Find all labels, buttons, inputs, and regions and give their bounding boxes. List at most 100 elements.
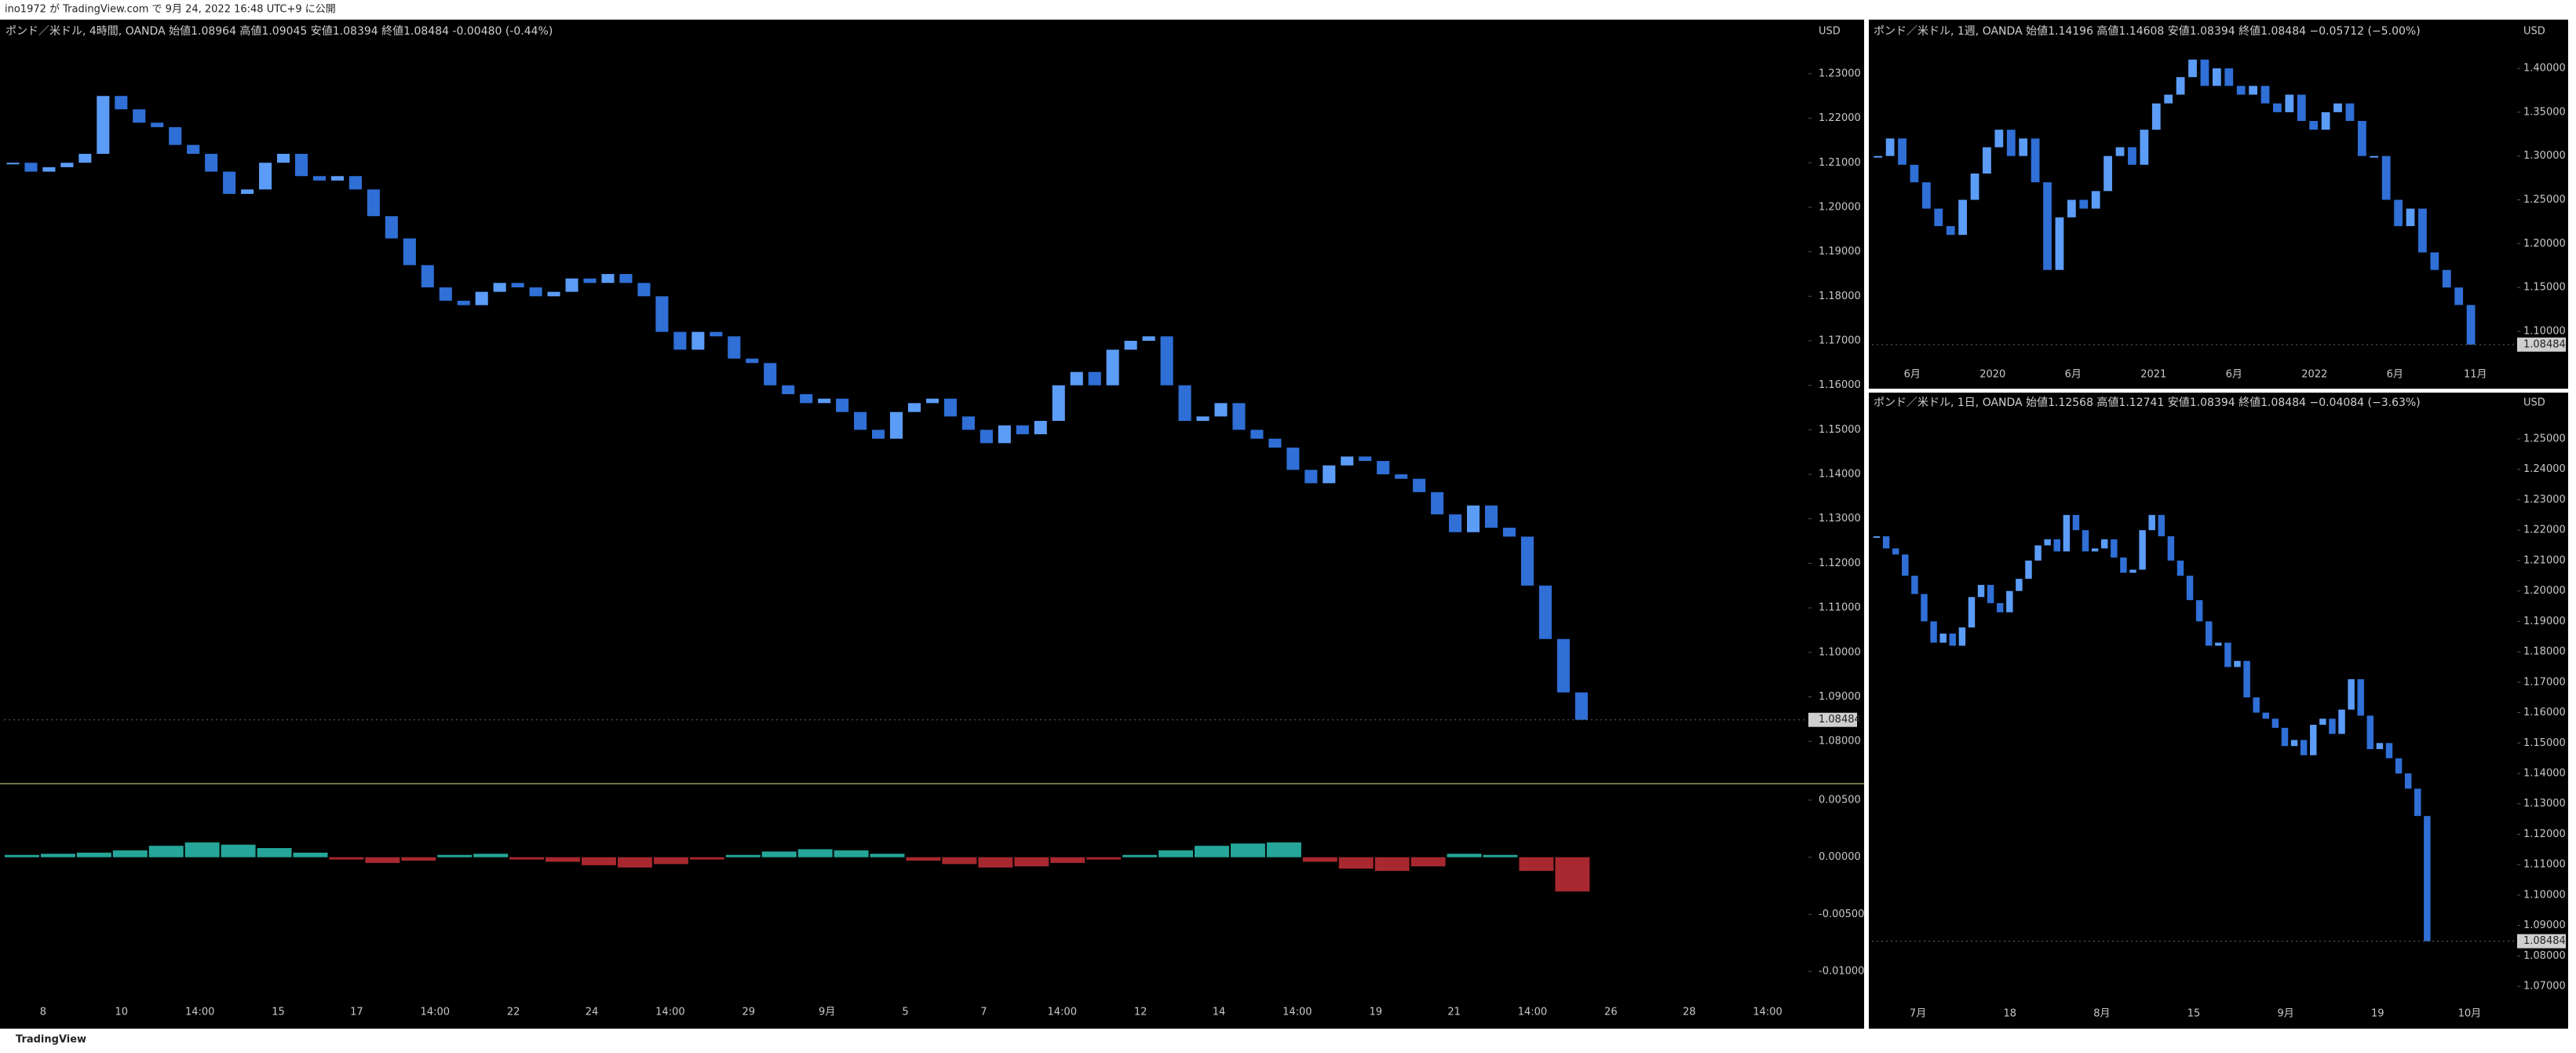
candle: [1898, 138, 1906, 165]
candle: [998, 425, 1011, 444]
x-tick-label: 15: [2187, 1008, 2201, 1020]
candle: [1994, 130, 2004, 148]
candle: [1574, 692, 1588, 720]
candle: [205, 153, 218, 172]
y-tick-label: 1.16000: [2523, 707, 2566, 718]
y-tick-label: 1.10000: [1819, 646, 1861, 658]
x-tick-label: 11月: [2464, 369, 2487, 381]
candle: [2164, 94, 2173, 104]
macd-bar: [1266, 842, 1301, 857]
macd-bar: [1555, 857, 1590, 892]
candle: [1359, 456, 1372, 462]
candle: [925, 398, 939, 404]
x-tick-label: 14:00: [1048, 1007, 1077, 1018]
macd-bar: [582, 857, 616, 865]
candle: [728, 336, 741, 359]
header: ino1972 が TradingView.com で 9月 24, 2022 …: [5, 4, 336, 16]
macd-bar: [184, 842, 220, 857]
candle: [872, 430, 885, 439]
candle: [800, 394, 813, 404]
y-tick-label: 1.13000: [2523, 798, 2566, 810]
candle: [1902, 554, 1909, 576]
macd-bar: [1050, 857, 1085, 863]
macd-bar: [653, 857, 688, 865]
x-tick-label: 14:00: [655, 1007, 684, 1018]
daily-panel: [1869, 393, 2568, 1029]
macd-bar: [545, 857, 581, 862]
candle: [1949, 633, 1957, 646]
candle: [1874, 155, 1883, 158]
x-tick-label: 21: [1447, 1007, 1461, 1018]
y-tick-label: 1.40000: [2523, 63, 2566, 75]
candle: [1286, 448, 1300, 470]
macd-y-tick-label: -0.01000: [1819, 966, 1864, 978]
macd-bar: [473, 854, 509, 857]
macd-bar: [1014, 857, 1049, 867]
candle: [2067, 199, 2076, 218]
y-tick-label: 1.21000: [1819, 157, 1861, 169]
macd-bar: [40, 854, 75, 857]
panel-title: ポンド／米ドル, 1週, OANDA 始値1.14196 高値1.14608 安…: [1874, 24, 2421, 38]
x-tick-label: 7: [980, 1007, 987, 1018]
candle: [746, 358, 759, 364]
x-tick-label: 28: [1683, 1007, 1696, 1018]
candle: [2300, 740, 2308, 755]
macd-bar: [365, 857, 400, 863]
candle: [2253, 697, 2260, 713]
y-tick-label: 1.22000: [2523, 525, 2566, 536]
x-tick-label: 6月: [2387, 369, 2403, 381]
candle: [1449, 514, 1462, 532]
candle: [169, 126, 182, 145]
candle: [2158, 514, 2166, 536]
candle: [1520, 536, 1534, 586]
candle: [1070, 371, 1083, 386]
candle: [2236, 86, 2246, 95]
candle: [493, 283, 506, 292]
candle: [2016, 579, 2023, 591]
panel-title: ポンド／米ドル, 1日, OANDA 始値1.12568 高値1.12741 安…: [1874, 396, 2421, 409]
y-tick-label: 1.08000: [1819, 736, 1861, 748]
y-tick-label: 1.23000: [2523, 494, 2566, 506]
candle: [97, 96, 110, 154]
x-tick-label: 26: [1604, 1007, 1618, 1018]
candle: [2103, 155, 2113, 192]
candle: [2319, 718, 2326, 726]
y-tick-label: 1.25000: [2523, 194, 2566, 206]
candle: [2243, 660, 2250, 698]
candle: [439, 287, 452, 301]
candle: [2111, 539, 2118, 558]
macd-bar: [978, 857, 1013, 868]
candle: [601, 273, 615, 283]
candle: [312, 176, 327, 181]
candle: [1088, 371, 1101, 386]
candle: [187, 144, 200, 154]
macd-bar: [221, 844, 256, 857]
macd-bar: [1447, 854, 1482, 857]
macd-bar: [942, 857, 977, 865]
candle: [1484, 505, 1498, 528]
candle: [2053, 539, 2061, 552]
candle: [2281, 727, 2289, 747]
macd-bar: [1519, 857, 1554, 872]
candle: [907, 403, 921, 412]
candle: [1160, 336, 1173, 386]
macd-bar: [689, 857, 724, 860]
candle: [1958, 627, 1966, 646]
y-tick-label: 1.30000: [2523, 150, 2566, 162]
candle: [1323, 465, 1336, 484]
candle: [1178, 385, 1191, 422]
candle: [1250, 430, 1264, 439]
candle: [367, 189, 380, 217]
last-price-box: [2517, 934, 2566, 949]
y-tick-label: 1.21000: [2523, 554, 2566, 566]
y-tick-label: 1.15000: [2523, 737, 2566, 749]
y-tick-label: 1.18000: [1819, 291, 1861, 302]
x-tick-label: 14:00: [1753, 1007, 1782, 1018]
candle: [2329, 718, 2336, 734]
candle: [2395, 758, 2403, 773]
candle: [1921, 182, 1931, 209]
last-price-box: [2517, 337, 2566, 352]
candle: [2151, 103, 2161, 130]
candle: [2321, 112, 2330, 130]
